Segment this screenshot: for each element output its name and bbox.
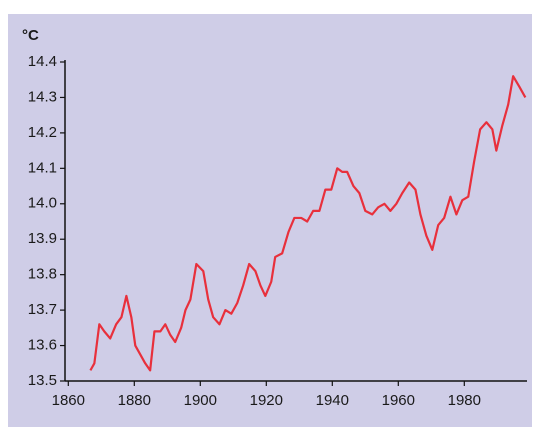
x-tick-label: 1980: [448, 392, 481, 409]
temperature-line: [89, 75, 527, 372]
x-tick-label: 1880: [118, 392, 151, 409]
plot-background: [8, 14, 532, 427]
y-tick-label: 13.5: [28, 372, 57, 389]
y-tick-label: 14.1: [28, 159, 57, 176]
y-unit-label: °C: [22, 27, 39, 44]
y-tick-label: 13.9: [28, 230, 57, 247]
y-tick-label: 13.8: [28, 266, 57, 283]
y-tick-label: 14.2: [28, 124, 57, 141]
y-tick-label: 13.7: [28, 301, 57, 318]
x-tick-label: 1900: [184, 392, 217, 409]
x-tick-label: 1960: [382, 392, 415, 409]
y-tick-label: 14.0: [28, 195, 57, 212]
x-tick-label: 1860: [52, 392, 85, 409]
y-tick-label: 14.3: [28, 88, 57, 105]
x-tick-label: 1920: [250, 392, 283, 409]
y-tick-label: 14.4: [28, 53, 57, 70]
y-tick-label: 13.6: [28, 337, 57, 354]
x-tick-label: 1940: [316, 392, 349, 409]
